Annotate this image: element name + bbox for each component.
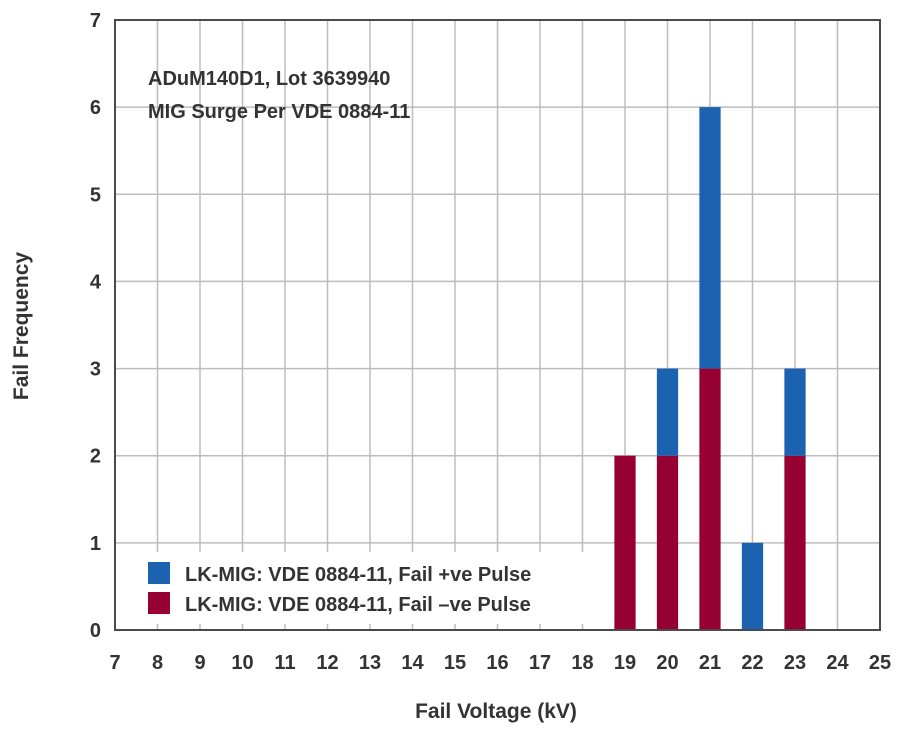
x-tick-label: 8 <box>152 652 163 674</box>
x-tick-label: 22 <box>741 652 763 674</box>
legend-label: LK-MIG: VDE 0884-11, Fail +ve Pulse <box>185 564 531 586</box>
annotation: ADuM140D1, Lot 3639940 MIG Surge Per VDE… <box>148 68 410 123</box>
annotation-line-2: MIG Surge Per VDE 0884-11 <box>148 101 410 123</box>
x-tick-label: 18 <box>571 652 593 674</box>
x-tick-label: 19 <box>614 652 636 674</box>
x-tick-label: 20 <box>656 652 678 674</box>
legend-background <box>138 552 590 624</box>
y-tick-label: 4 <box>90 271 102 293</box>
bar-segment <box>699 107 721 369</box>
x-tick-label: 15 <box>444 652 466 674</box>
x-tick-label: 16 <box>486 652 508 674</box>
x-tick-label: 11 <box>274 652 295 674</box>
x-tick-label: 14 <box>401 652 424 674</box>
bar-segment <box>699 368 721 630</box>
x-tick-labels: 7 8 9 10 11 12 13 14 15 16 17 18 19 20 21 22 23 24 25 <box>109 652 891 674</box>
y-tick-label: 2 <box>90 446 101 468</box>
plot-frame <box>114 19 881 631</box>
y-tick-label: 3 <box>90 359 101 381</box>
bar-segment <box>656 455 679 630</box>
legend-swatch <box>148 562 170 584</box>
legend: LK-MIG: VDE 0884-11, Fail +ve Pulse LK-MI… <box>138 552 590 624</box>
x-tick-label: 13 <box>359 652 381 674</box>
x-tick-label: 24 <box>826 652 849 674</box>
y-tick-label: 7 <box>90 10 101 32</box>
legend-swatch <box>148 592 170 614</box>
bar-segment <box>614 455 636 630</box>
bars <box>614 107 806 630</box>
x-tick-label: 23 <box>784 652 806 674</box>
y-tick-label: 1 <box>90 533 101 555</box>
bar-segment <box>784 455 806 630</box>
x-tick-label: 9 <box>194 652 205 674</box>
x-tick-label: 12 <box>316 652 338 674</box>
bar-segment <box>741 542 764 630</box>
x-tick-label: 25 <box>869 652 891 674</box>
x-tick-label: 21 <box>699 652 721 674</box>
bar-segment <box>656 368 679 456</box>
x-axis-title: Fail Voltage (kV) <box>415 700 577 723</box>
legend-label: LK-MIG: VDE 0884-11, Fail –ve Pulse <box>185 594 531 616</box>
y-tick-label: 0 <box>90 620 101 642</box>
bar-segment <box>784 368 806 456</box>
annotation-line-1: ADuM140D1, Lot 3639940 <box>148 68 390 90</box>
y-tick-labels: 0 1 2 3 4 5 6 7 <box>90 10 102 642</box>
y-axis-title: Fail Frequency <box>10 252 33 401</box>
y-tick-label: 6 <box>90 97 101 119</box>
x-tick-label: 10 <box>231 652 253 674</box>
x-tick-label: 7 <box>109 652 120 674</box>
y-tick-label: 5 <box>90 184 101 206</box>
x-tick-label: 17 <box>529 652 551 674</box>
